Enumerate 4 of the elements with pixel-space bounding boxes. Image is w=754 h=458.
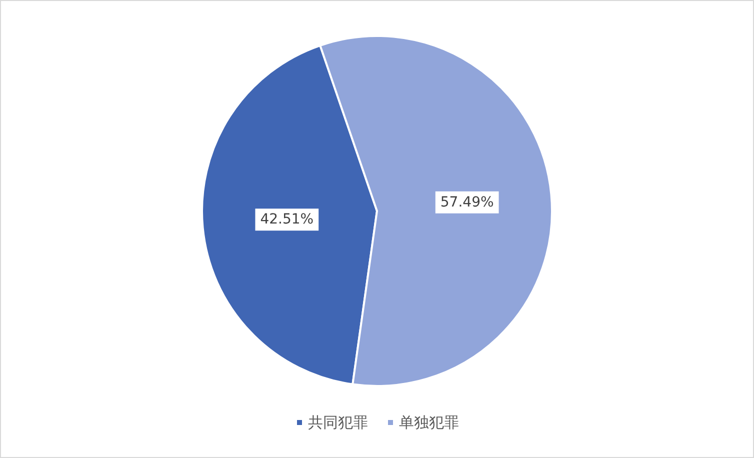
data-label: 42.51% (260, 212, 314, 228)
legend-label: 共同犯罪 (308, 414, 368, 432)
legend-label: 单独犯罪 (399, 414, 459, 432)
data-label: 57.49% (440, 194, 494, 210)
